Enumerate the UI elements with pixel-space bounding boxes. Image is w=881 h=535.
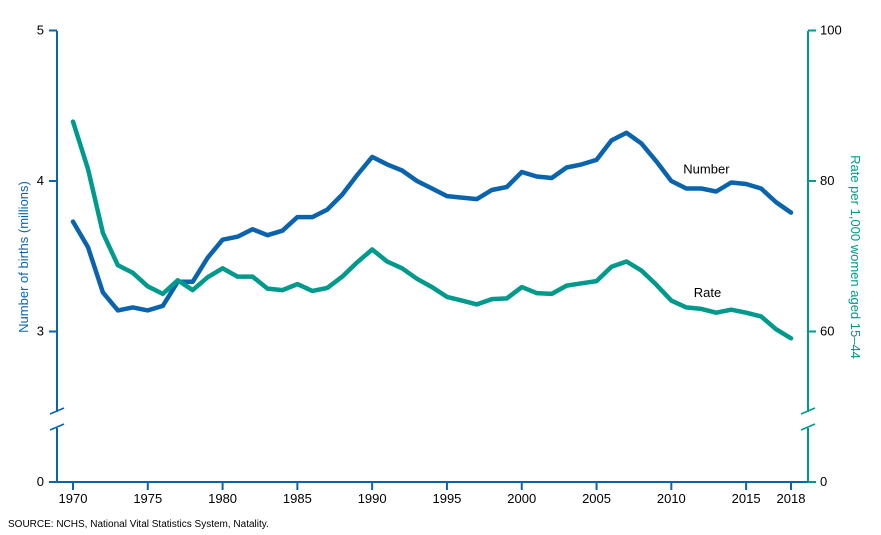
right-axis-title: Rate per 1,000 women aged 15–44 [848,155,863,359]
left-axis-break [49,407,65,431]
x-tick-label: 1970 [59,491,88,506]
left-axis-title: Number of births (millions) [16,181,31,333]
x-tick-label: 2010 [657,491,686,506]
series-label-number: Number [683,161,730,176]
series-line-number [70,130,794,313]
source-note: SOURCE: NCHS, National Vital Statistics … [8,519,269,530]
right-tick-label: 100 [820,23,842,38]
x-tick-label: 1985 [283,491,312,506]
x-tick-label: 1995 [432,491,461,506]
left-tick-label: 5 [37,23,44,38]
series-label-rate: Rate [694,285,721,300]
x-tick-label: 1980 [208,491,237,506]
x-tick-label: 2005 [582,491,611,506]
right-tick-label: 60 [820,324,834,339]
right-tick-label: 80 [820,173,834,188]
x-tick-label: 1975 [133,491,162,506]
x-tick-label: 1990 [358,491,387,506]
right-tick-label: 0 [820,474,827,489]
left-tick-label: 0 [37,474,44,489]
left-tick-label: 4 [37,173,44,188]
x-tick-label: 2015 [732,491,761,506]
x-tick-label: 2018 [777,491,806,506]
x-tick-label: 2000 [507,491,536,506]
left-tick-label: 3 [37,324,44,339]
series-line-rate [70,119,794,341]
right-axis-break [800,407,816,431]
